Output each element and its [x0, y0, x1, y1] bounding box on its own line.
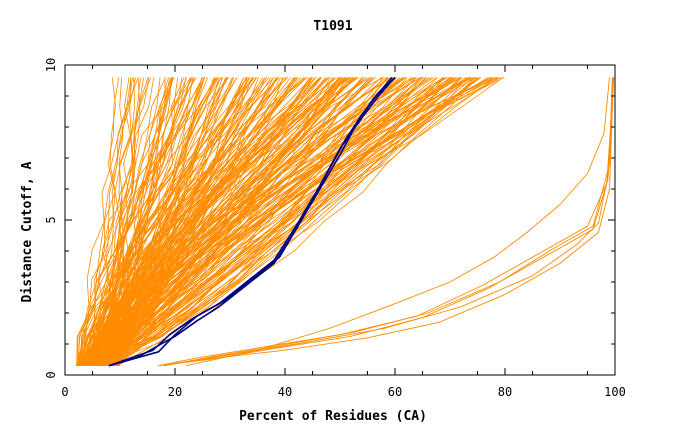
model-line — [78, 77, 438, 367]
model-line — [76, 77, 384, 366]
model-lines — [75, 77, 505, 367]
model-line — [84, 77, 468, 367]
model-line — [88, 77, 423, 367]
model-line — [88, 77, 468, 367]
outlier-line — [158, 77, 614, 367]
model-line — [90, 77, 313, 366]
model-line — [84, 77, 139, 366]
model-line — [117, 77, 476, 367]
outlier-line — [185, 77, 610, 367]
y-axis: 0 5 10 — [44, 58, 615, 379]
x-tick-label: 40 — [278, 385, 292, 399]
model-line — [84, 77, 463, 366]
model-line — [77, 77, 191, 366]
model-line — [115, 77, 131, 366]
model-line — [96, 77, 306, 366]
model-line — [117, 77, 446, 366]
model-line — [77, 77, 173, 366]
y-tick-label: 0 — [44, 371, 58, 378]
model-line — [81, 77, 270, 366]
model-line — [113, 77, 205, 366]
model-line — [79, 77, 257, 366]
highlight-line — [108, 76, 396, 367]
x-axis: 0 20 40 60 80 100 — [61, 65, 626, 399]
x-tick-label: 60 — [388, 385, 402, 399]
model-line — [96, 77, 120, 366]
x-tick-label: 0 — [61, 385, 68, 399]
model-line — [77, 77, 233, 366]
model-line — [76, 77, 404, 366]
model-line — [84, 77, 333, 367]
y-axis-label: Distance Cutoff, A — [20, 161, 35, 302]
model-line — [96, 77, 174, 366]
outlier-line — [158, 77, 614, 367]
x-axis-label: Percent of Residues (CA) — [239, 409, 427, 424]
model-line — [76, 77, 182, 366]
y-tick-label: 5 — [44, 216, 58, 223]
model-line — [99, 77, 374, 366]
model-line — [99, 77, 376, 366]
model-line — [109, 77, 124, 366]
model-line — [113, 77, 292, 366]
model-line — [109, 77, 206, 366]
model-line — [112, 77, 422, 366]
y-tick-label: 10 — [44, 58, 58, 72]
chart-title: T1091 — [313, 19, 352, 34]
model-line — [78, 77, 285, 366]
model-line — [107, 77, 229, 366]
x-tick-label: 80 — [498, 385, 512, 399]
model-line — [76, 77, 482, 367]
highlight-lines — [108, 76, 396, 367]
model-line — [102, 77, 327, 366]
model-line — [100, 77, 341, 366]
outlier-lines — [158, 77, 615, 367]
model-line — [78, 77, 194, 366]
model-line — [94, 77, 155, 366]
model-line — [87, 77, 330, 366]
model-line — [79, 77, 470, 366]
model-line — [85, 77, 450, 367]
model-line — [78, 77, 248, 366]
model-line — [89, 77, 288, 366]
model-line — [108, 77, 227, 366]
outlier-line — [158, 77, 613, 367]
model-line — [98, 77, 471, 366]
x-tick-label: 20 — [168, 385, 182, 399]
model-line — [78, 77, 238, 366]
x-tick-label: 100 — [604, 385, 626, 399]
model-line — [116, 77, 363, 366]
